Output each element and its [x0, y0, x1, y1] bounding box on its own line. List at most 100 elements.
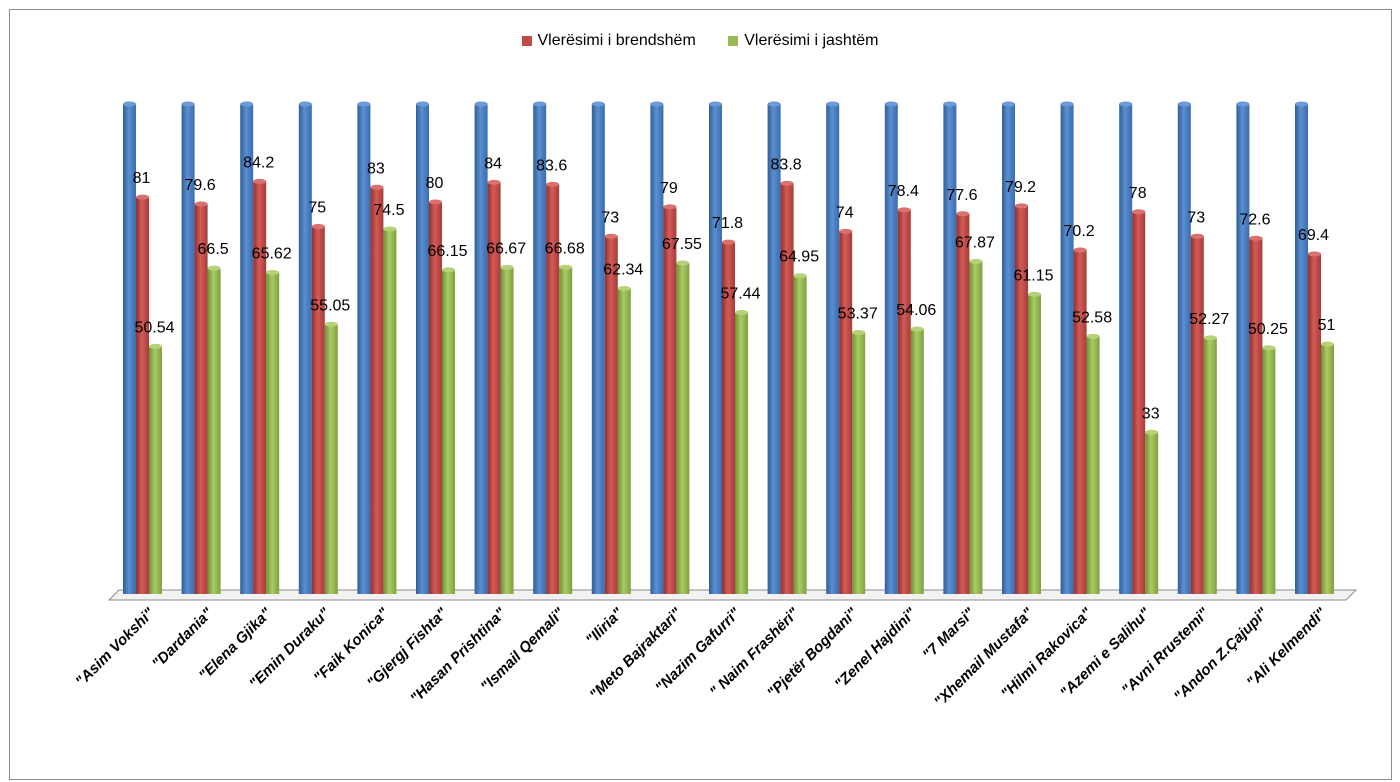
- bar-internal-21: [1308, 253, 1321, 594]
- value-label-external-4: 55.05: [310, 297, 350, 314]
- value-label-external-18: 33: [1142, 405, 1160, 422]
- bar-external-15: [969, 261, 983, 594]
- value-label-external-5: 74.5: [373, 202, 404, 219]
- bars-layer: [123, 101, 1334, 595]
- bar-total-7: [474, 104, 488, 594]
- bar-cap-total-10: [650, 101, 664, 107]
- bar-internal-12: [780, 183, 794, 594]
- value-label-internal-2: 79.6: [185, 177, 216, 194]
- bar-cap-total-15: [943, 101, 957, 107]
- bar-internal-2: [194, 203, 208, 594]
- bar-internal-13: [839, 231, 853, 594]
- bar-internal-9: [604, 236, 618, 595]
- bar-total-14: [884, 104, 898, 594]
- bar-cap-total-18: [1119, 101, 1133, 107]
- category-label-16: "Xhemail Mustafa": [931, 604, 1037, 710]
- category-labels-layer: "Asim Vokshi""Dardania""Elena Gjika""Emi…: [72, 604, 1330, 710]
- bar-total-10: [650, 104, 664, 594]
- value-label-external-3: 65.62: [252, 245, 292, 262]
- value-label-internal-1: 81: [133, 170, 151, 187]
- bar-cap-external-14: [910, 326, 924, 332]
- bar-cap-external-6: [442, 267, 455, 273]
- value-label-internal-21: 69.4: [1298, 227, 1329, 244]
- chart-frame: [9, 9, 1392, 780]
- bar-total-4: [298, 104, 312, 594]
- bar-cap-internal-1: [136, 194, 149, 200]
- bar-cap-total-17: [1060, 101, 1074, 107]
- bar-internal-4: [311, 226, 325, 594]
- value-label-internal-10: 79: [660, 180, 678, 197]
- value-label-internal-3: 84.2: [243, 154, 274, 171]
- bar-cap-external-16: [1028, 291, 1041, 297]
- value-label-external-10: 67.55: [662, 236, 702, 253]
- bar-cap-internal-4: [311, 224, 325, 229]
- value-label-external-14: 54.06: [896, 302, 936, 319]
- bar-external-8: [559, 267, 573, 594]
- bar-cap-total-2: [181, 101, 195, 107]
- bar-internal-8: [546, 184, 560, 595]
- bar-external-11: [735, 312, 748, 594]
- value-label-internal-13: 74: [836, 204, 854, 221]
- bar-cap-external-11: [735, 310, 748, 316]
- bar-total-21: [1295, 104, 1308, 594]
- bar-total-17: [1060, 104, 1074, 594]
- bar-total-13: [826, 104, 840, 594]
- bar-cap-external-4: [324, 321, 338, 327]
- bar-cap-external-9: [617, 286, 631, 292]
- bar-cap-external-7: [500, 264, 514, 270]
- bar-total-16: [1002, 104, 1015, 594]
- bar-cap-internal-10: [663, 204, 677, 210]
- legend-swatch-external: [728, 36, 739, 46]
- bar-cap-external-1: [149, 343, 162, 349]
- bar-cap-total-20: [1236, 101, 1250, 107]
- bar-external-13: [852, 332, 866, 594]
- bar-internal-10: [663, 206, 677, 594]
- bar-external-17: [1086, 336, 1100, 594]
- value-label-internal-17: 70.2: [1064, 223, 1095, 240]
- legend-item-internal: Vlerësimi i brendshëm: [521, 32, 696, 50]
- bar-total-11: [709, 104, 722, 594]
- bar-cap-total-13: [826, 101, 840, 107]
- value-label-external-16: 61.15: [1013, 267, 1053, 284]
- bar-cap-total-1: [123, 101, 136, 107]
- legend: Vlerësimi i brendshëm Vlerësimi i jashtë…: [0, 32, 1400, 51]
- bar-cap-external-2: [207, 265, 221, 271]
- bar-internal-3: [253, 181, 267, 595]
- value-labels-layer: 81 50.54 79.6 66.5 84.2 65.62 75 55.05 83 74.5 80 6…: [133, 154, 1336, 422]
- bar-cap-internal-8: [546, 181, 560, 187]
- bar-cap-internal-21: [1308, 251, 1321, 257]
- bar-external-5: [383, 228, 397, 594]
- value-label-external-13: 53.37: [838, 305, 878, 322]
- bar-internal-15: [956, 213, 970, 594]
- value-label-external-21: 51: [1318, 317, 1336, 334]
- value-label-external-2: 66.5: [198, 241, 229, 258]
- bar-external-4: [324, 324, 338, 594]
- value-label-external-19: 52.27: [1189, 311, 1229, 328]
- bar-cap-total-3: [240, 101, 254, 107]
- bar-cap-internal-11: [722, 239, 735, 245]
- value-label-external-6: 66.15: [427, 243, 467, 260]
- value-label-external-8: 66.68: [545, 240, 585, 257]
- bar-cap-internal-18: [1132, 209, 1146, 215]
- bar-cap-total-4: [298, 101, 312, 107]
- legend-item-external: Vlerësimi i jashtëm: [728, 32, 879, 50]
- bar-external-10: [676, 263, 690, 594]
- bar-external-20: [1262, 347, 1276, 594]
- bar-cap-internal-6: [429, 199, 442, 205]
- bar-external-6: [442, 269, 455, 594]
- value-label-internal-11: 71.8: [712, 215, 743, 232]
- bar-cap-internal-19: [1190, 233, 1204, 239]
- value-label-internal-20: 72.6: [1239, 211, 1270, 228]
- value-label-internal-18: 78: [1129, 185, 1147, 202]
- bar-external-2: [207, 268, 221, 594]
- bar-external-7: [500, 267, 514, 594]
- bar-cap-internal-3: [253, 178, 267, 184]
- bar-cap-total-5: [357, 101, 371, 107]
- value-label-internal-12: 83.8: [771, 156, 802, 173]
- bar-cap-external-8: [559, 264, 573, 270]
- bar-external-16: [1028, 294, 1041, 594]
- value-label-internal-14: 78.4: [888, 183, 919, 200]
- category-label-1: "Asim Vokshi": [72, 604, 158, 690]
- value-label-external-20: 50.25: [1248, 321, 1288, 338]
